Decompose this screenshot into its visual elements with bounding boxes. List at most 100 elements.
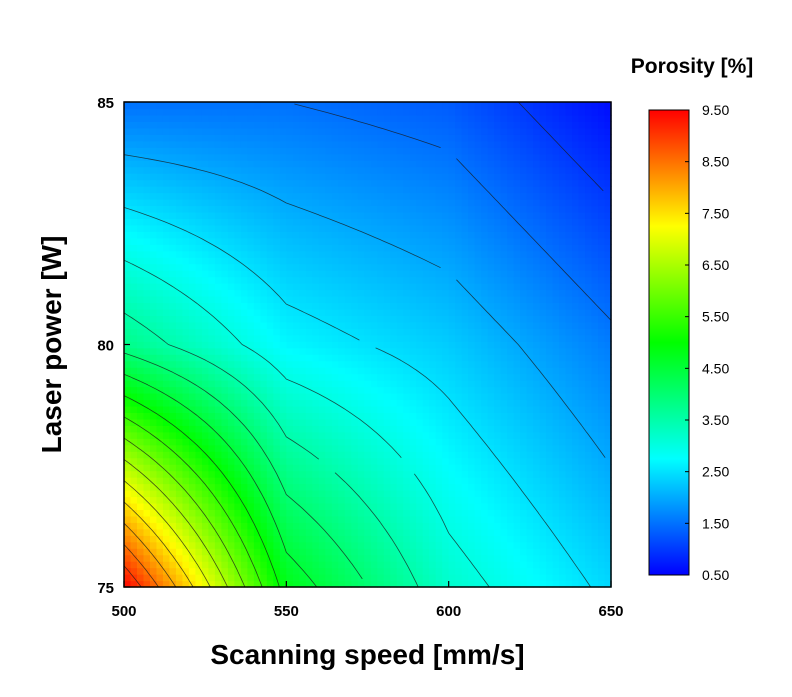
heat-cell xyxy=(552,289,560,297)
heat-cell xyxy=(318,173,326,181)
heat-cell xyxy=(429,548,437,556)
heat-cell xyxy=(156,451,164,459)
heat-cell xyxy=(546,257,554,265)
heat-cell xyxy=(318,211,326,219)
heat-cell xyxy=(513,173,521,181)
heat-cell xyxy=(325,554,333,562)
heat-cell xyxy=(338,257,346,265)
heat-cell xyxy=(208,477,216,485)
heat-cell xyxy=(344,231,352,239)
heat-cell xyxy=(494,567,502,575)
heat-cell xyxy=(130,483,138,491)
heat-cell xyxy=(442,160,450,168)
heat-cell xyxy=(331,166,339,174)
heat-cell xyxy=(461,477,469,485)
heat-cell xyxy=(487,554,495,562)
heat-cell xyxy=(318,360,326,368)
heat-cell xyxy=(533,153,541,161)
heat-cell xyxy=(455,347,463,355)
heat-cell xyxy=(143,399,151,407)
heat-cell xyxy=(201,483,210,491)
heat-cell xyxy=(377,192,385,200)
heat-cell xyxy=(364,121,372,129)
heat-cell xyxy=(390,380,398,388)
heat-cell xyxy=(526,160,534,168)
heat-cell xyxy=(247,328,255,336)
heat-cell xyxy=(429,134,437,142)
heat-cell xyxy=(520,173,528,181)
heat-cell xyxy=(357,218,365,226)
heat-cell xyxy=(130,477,138,485)
heat-cell xyxy=(266,205,274,213)
heat-cell xyxy=(520,296,528,304)
heat-cell xyxy=(149,147,158,155)
heat-cell xyxy=(416,367,424,375)
heat-cell xyxy=(494,502,502,510)
heat-cell xyxy=(481,380,489,388)
heat-cell xyxy=(266,121,274,129)
heat-cell xyxy=(299,496,307,504)
heat-cell xyxy=(338,263,346,271)
heat-cell xyxy=(539,328,547,336)
heat-cell xyxy=(201,166,210,174)
heat-cell xyxy=(136,347,145,355)
heat-cell xyxy=(318,386,326,394)
heat-cell xyxy=(124,541,132,549)
heat-cell xyxy=(299,179,307,187)
heat-cell xyxy=(344,580,352,588)
heat-cell xyxy=(299,102,307,110)
heat-cell xyxy=(370,515,378,523)
heat-cell xyxy=(214,315,222,323)
heat-cell xyxy=(487,444,495,452)
heat-cell xyxy=(448,199,456,207)
heat-cell xyxy=(331,308,339,316)
heat-cell xyxy=(500,308,508,316)
heat-cell xyxy=(305,102,313,110)
heat-cell xyxy=(364,535,372,543)
heat-cell xyxy=(422,102,430,110)
heat-cell xyxy=(273,244,281,252)
heat-cell xyxy=(338,283,346,291)
heat-cell xyxy=(130,354,138,362)
heat-cell xyxy=(305,580,313,588)
heat-cell xyxy=(357,315,365,323)
heat-cell xyxy=(344,451,352,459)
heat-cell xyxy=(507,192,515,200)
heat-cell xyxy=(468,528,476,536)
heat-cell xyxy=(312,315,320,323)
heat-cell xyxy=(442,270,450,278)
heat-cell xyxy=(162,257,171,265)
heat-cell xyxy=(344,509,352,517)
heat-cell xyxy=(409,380,417,388)
heat-cell xyxy=(520,257,528,265)
heat-cell xyxy=(318,308,326,316)
heat-cell xyxy=(513,574,521,582)
heat-cell xyxy=(448,205,456,213)
heat-cell xyxy=(468,490,476,498)
heat-cell xyxy=(390,231,398,239)
heat-cell xyxy=(546,418,554,426)
heat-cell xyxy=(253,561,261,569)
heat-cell xyxy=(188,515,197,523)
heat-cell xyxy=(234,244,242,252)
heat-cell xyxy=(169,224,177,232)
heat-cell xyxy=(221,140,229,148)
heat-cell xyxy=(331,444,339,452)
heat-cell xyxy=(221,354,229,362)
heat-cell xyxy=(234,302,242,310)
heat-cell xyxy=(533,438,541,446)
heat-cell xyxy=(169,308,177,316)
heat-cell xyxy=(344,354,352,362)
heat-cell xyxy=(507,535,515,543)
heat-cell xyxy=(188,224,197,232)
heat-cell xyxy=(227,418,235,426)
heat-cell xyxy=(364,451,372,459)
heat-cell xyxy=(520,231,528,239)
heat-cell xyxy=(240,276,248,284)
heat-cell xyxy=(494,140,502,148)
heat-cell xyxy=(130,412,138,420)
heat-cell xyxy=(325,418,333,426)
heat-cell xyxy=(448,302,456,310)
heat-cell xyxy=(260,218,268,226)
heat-cell xyxy=(468,102,476,110)
